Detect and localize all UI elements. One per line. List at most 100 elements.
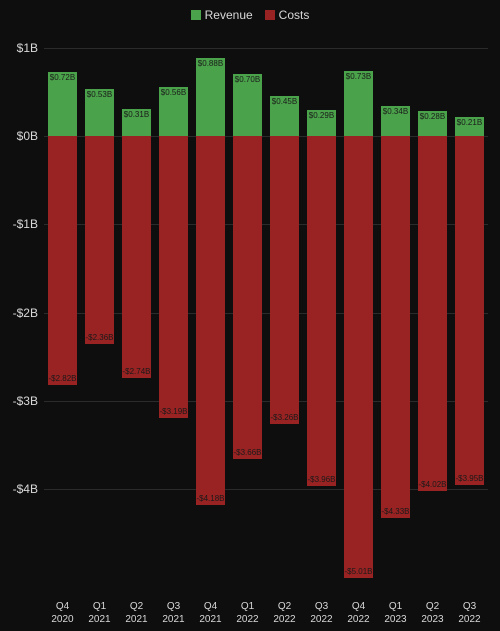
revenue-value-label: $0.45B <box>272 98 297 106</box>
y-tick-label: -$3B <box>13 394 44 408</box>
cost-bar: -$2.82B <box>48 136 78 385</box>
cost-bar: -$5.01B <box>344 136 374 578</box>
x-tick-line2: 2023 <box>421 614 443 627</box>
revenue-bar: $0.28B <box>418 111 448 136</box>
x-tick-label: Q12022 <box>236 595 258 626</box>
x-tick-line2: 2022 <box>310 614 332 627</box>
revenue-value-label: $0.56B <box>161 89 186 97</box>
revenue-bar: $0.34B <box>381 106 411 136</box>
legend-item: Revenue <box>191 8 253 22</box>
revenue-bar: $0.29B <box>307 110 337 136</box>
legend-item: Costs <box>265 8 310 22</box>
x-tick-line1: Q3 <box>458 601 480 614</box>
x-tick-line2: 2021 <box>88 614 110 627</box>
bar-group: $0.21B -$3.95B <box>455 30 485 595</box>
y-tick-label: -$4B <box>13 482 44 496</box>
bar-group: $0.31B -$2.74B <box>122 30 152 595</box>
cost-value-label: -$2.36B <box>85 334 113 342</box>
legend-swatch <box>191 10 201 20</box>
cost-bar: -$3.95B <box>455 136 485 485</box>
x-tick-line1: Q2 <box>421 601 443 614</box>
bar-group: $0.53B -$2.36B <box>85 30 115 595</box>
revenue-value-label: $0.28B <box>420 113 445 121</box>
x-tick-line2: 2022 <box>273 614 295 627</box>
cost-bar: -$3.96B <box>307 136 337 486</box>
revenue-bar: $0.88B <box>196 58 226 136</box>
x-tick-label: Q42022 <box>347 595 369 626</box>
x-tick-line2: 2022 <box>347 614 369 627</box>
revenue-bar: $0.45B <box>270 96 300 136</box>
cost-value-label: -$3.66B <box>233 449 261 457</box>
x-tick-label: Q32022 <box>310 595 332 626</box>
x-tick-label: Q12023 <box>384 595 406 626</box>
cost-value-label: -$2.74B <box>122 368 150 376</box>
x-tick-label: Q42020 <box>51 595 73 626</box>
bar-group: $0.28B -$4.02B <box>418 30 448 595</box>
legend: Revenue Costs <box>0 8 500 23</box>
bar-group: $0.29B -$3.96B <box>307 30 337 595</box>
revenue-bar: $0.73B <box>344 71 374 135</box>
bar-group: $0.45B -$3.26B <box>270 30 300 595</box>
cost-bar: -$4.18B <box>196 136 226 505</box>
cost-bar: -$4.02B <box>418 136 448 491</box>
revenue-value-label: $0.53B <box>87 91 112 99</box>
revenue-value-label: $0.70B <box>235 76 260 84</box>
legend-swatch <box>265 10 275 20</box>
x-tick-line2: 2020 <box>51 614 73 627</box>
cost-value-label: -$3.26B <box>270 414 298 422</box>
bar-group: $0.88B -$4.18B <box>196 30 226 595</box>
cost-bar: -$2.36B <box>85 136 115 344</box>
cost-value-label: -$3.19B <box>159 408 187 416</box>
cost-bar: -$2.74B <box>122 136 152 378</box>
revenue-bar: $0.21B <box>455 117 485 136</box>
x-tick-line1: Q1 <box>88 601 110 614</box>
revenue-bar: $0.72B <box>48 72 78 136</box>
cost-value-label: -$2.82B <box>48 375 76 383</box>
x-tick-line1: Q2 <box>273 601 295 614</box>
cost-bar: -$4.33B <box>381 136 411 518</box>
y-tick-label: $1B <box>17 41 44 55</box>
revenue-value-label: $0.73B <box>346 73 371 81</box>
x-tick-label: Q32022 <box>458 595 480 626</box>
x-tick-label: Q22023 <box>421 595 443 626</box>
x-tick-line1: Q2 <box>125 601 147 614</box>
cost-value-label: -$3.95B <box>455 475 483 483</box>
x-tick-line1: Q3 <box>162 601 184 614</box>
x-tick-line1: Q4 <box>199 601 221 614</box>
x-tick-line1: Q1 <box>384 601 406 614</box>
legend-label: Costs <box>279 8 310 22</box>
revenue-bar: $0.31B <box>122 109 152 136</box>
x-tick-label: Q32021 <box>162 595 184 626</box>
x-tick-line2: 2021 <box>199 614 221 627</box>
x-tick-line1: Q4 <box>51 601 73 614</box>
cost-value-label: -$5.01B <box>344 568 372 576</box>
x-tick-line2: 2021 <box>125 614 147 627</box>
revenue-value-label: $0.88B <box>198 60 223 68</box>
cost-value-label: -$3.96B <box>307 476 335 484</box>
y-tick-label: -$1B <box>13 217 44 231</box>
cost-bar: -$3.66B <box>233 136 263 459</box>
revenue-value-label: $0.21B <box>457 119 482 127</box>
legend-label: Revenue <box>205 8 253 22</box>
revenue-value-label: $0.31B <box>124 111 149 119</box>
x-tick-line1: Q4 <box>347 601 369 614</box>
x-tick-label: Q42021 <box>199 595 221 626</box>
revenue-costs-chart: Revenue Costs $1B $0B -$1B -$2B -$3B -$4B $0.72… <box>0 0 500 631</box>
x-tick-line2: 2023 <box>384 614 406 627</box>
y-tick-label: -$2B <box>13 306 44 320</box>
x-tick-label: Q12021 <box>88 595 110 626</box>
cost-value-label: -$4.33B <box>381 508 409 516</box>
cost-value-label: -$4.02B <box>418 481 446 489</box>
plot-area: $1B$0B-$1B-$2B-$3B-$4B$0.72B-$2.82BQ4202… <box>44 30 488 595</box>
x-tick-line2: 2022 <box>458 614 480 627</box>
bar-group: $0.70B -$3.66B <box>233 30 263 595</box>
cost-bar: -$3.19B <box>159 136 189 418</box>
revenue-bar: $0.56B <box>159 87 189 136</box>
y-tick-label: $0B <box>17 129 44 143</box>
x-tick-line2: 2021 <box>162 614 184 627</box>
x-tick-line2: 2022 <box>236 614 258 627</box>
x-tick-line1: Q3 <box>310 601 332 614</box>
revenue-value-label: $0.72B <box>50 74 75 82</box>
x-tick-line1: Q1 <box>236 601 258 614</box>
x-tick-label: Q22022 <box>273 595 295 626</box>
